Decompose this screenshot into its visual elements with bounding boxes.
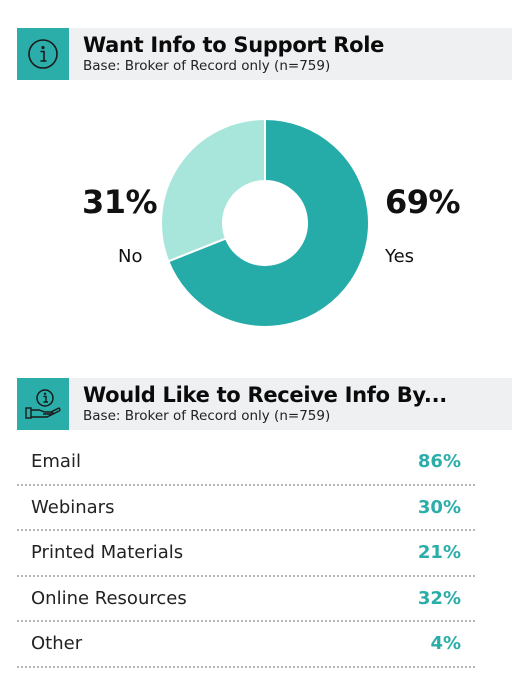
no-category-label: No: [118, 246, 143, 267]
no-percent-label: 31%: [82, 183, 158, 221]
section-subtitle: Base: Broker of Record only (n=759): [83, 408, 331, 424]
list-item-label: Other: [31, 633, 83, 654]
list-item: Other 4%: [17, 622, 475, 668]
list-item: Online Resources 32%: [17, 577, 475, 622]
list-item-label: Printed Materials: [31, 542, 184, 563]
info-hand-icon: [17, 378, 69, 430]
list-item: Printed Materials 21%: [17, 531, 475, 577]
list-item-label: Online Resources: [31, 587, 187, 609]
section-header-receive-info: Would Like to Receive Info By... Base: B…: [17, 378, 512, 430]
receive-info-list: Email 86% Webinars 30% Printed Materials…: [17, 440, 475, 668]
section-header-support-role: Want Info to Support Role Base: Broker o…: [17, 28, 512, 80]
list-item-label: Email: [31, 451, 81, 472]
section-subtitle: Base: Broker of Record only (n=759): [83, 58, 331, 74]
donut-slice-yes: [167, 118, 370, 328]
list-item-value: 32%: [417, 587, 461, 609]
list-item: Webinars 30%: [17, 486, 475, 531]
list-item-value: 21%: [417, 542, 461, 563]
yes-category-label: Yes: [385, 246, 415, 267]
list-item-label: Webinars: [31, 496, 115, 518]
section-title: Would Like to Receive Info By...: [83, 383, 447, 407]
info-icon: [17, 28, 69, 80]
donut-slice-no: [160, 118, 266, 263]
section-title: Want Info to Support Role: [83, 33, 385, 57]
list-item-value: 4%: [430, 633, 461, 654]
yes-percent-label: 69%: [385, 183, 461, 221]
list-item: Email 86%: [17, 440, 475, 486]
donut-chart: [160, 118, 370, 328]
list-item-value: 30%: [417, 496, 461, 518]
list-item-value: 86%: [417, 451, 461, 472]
